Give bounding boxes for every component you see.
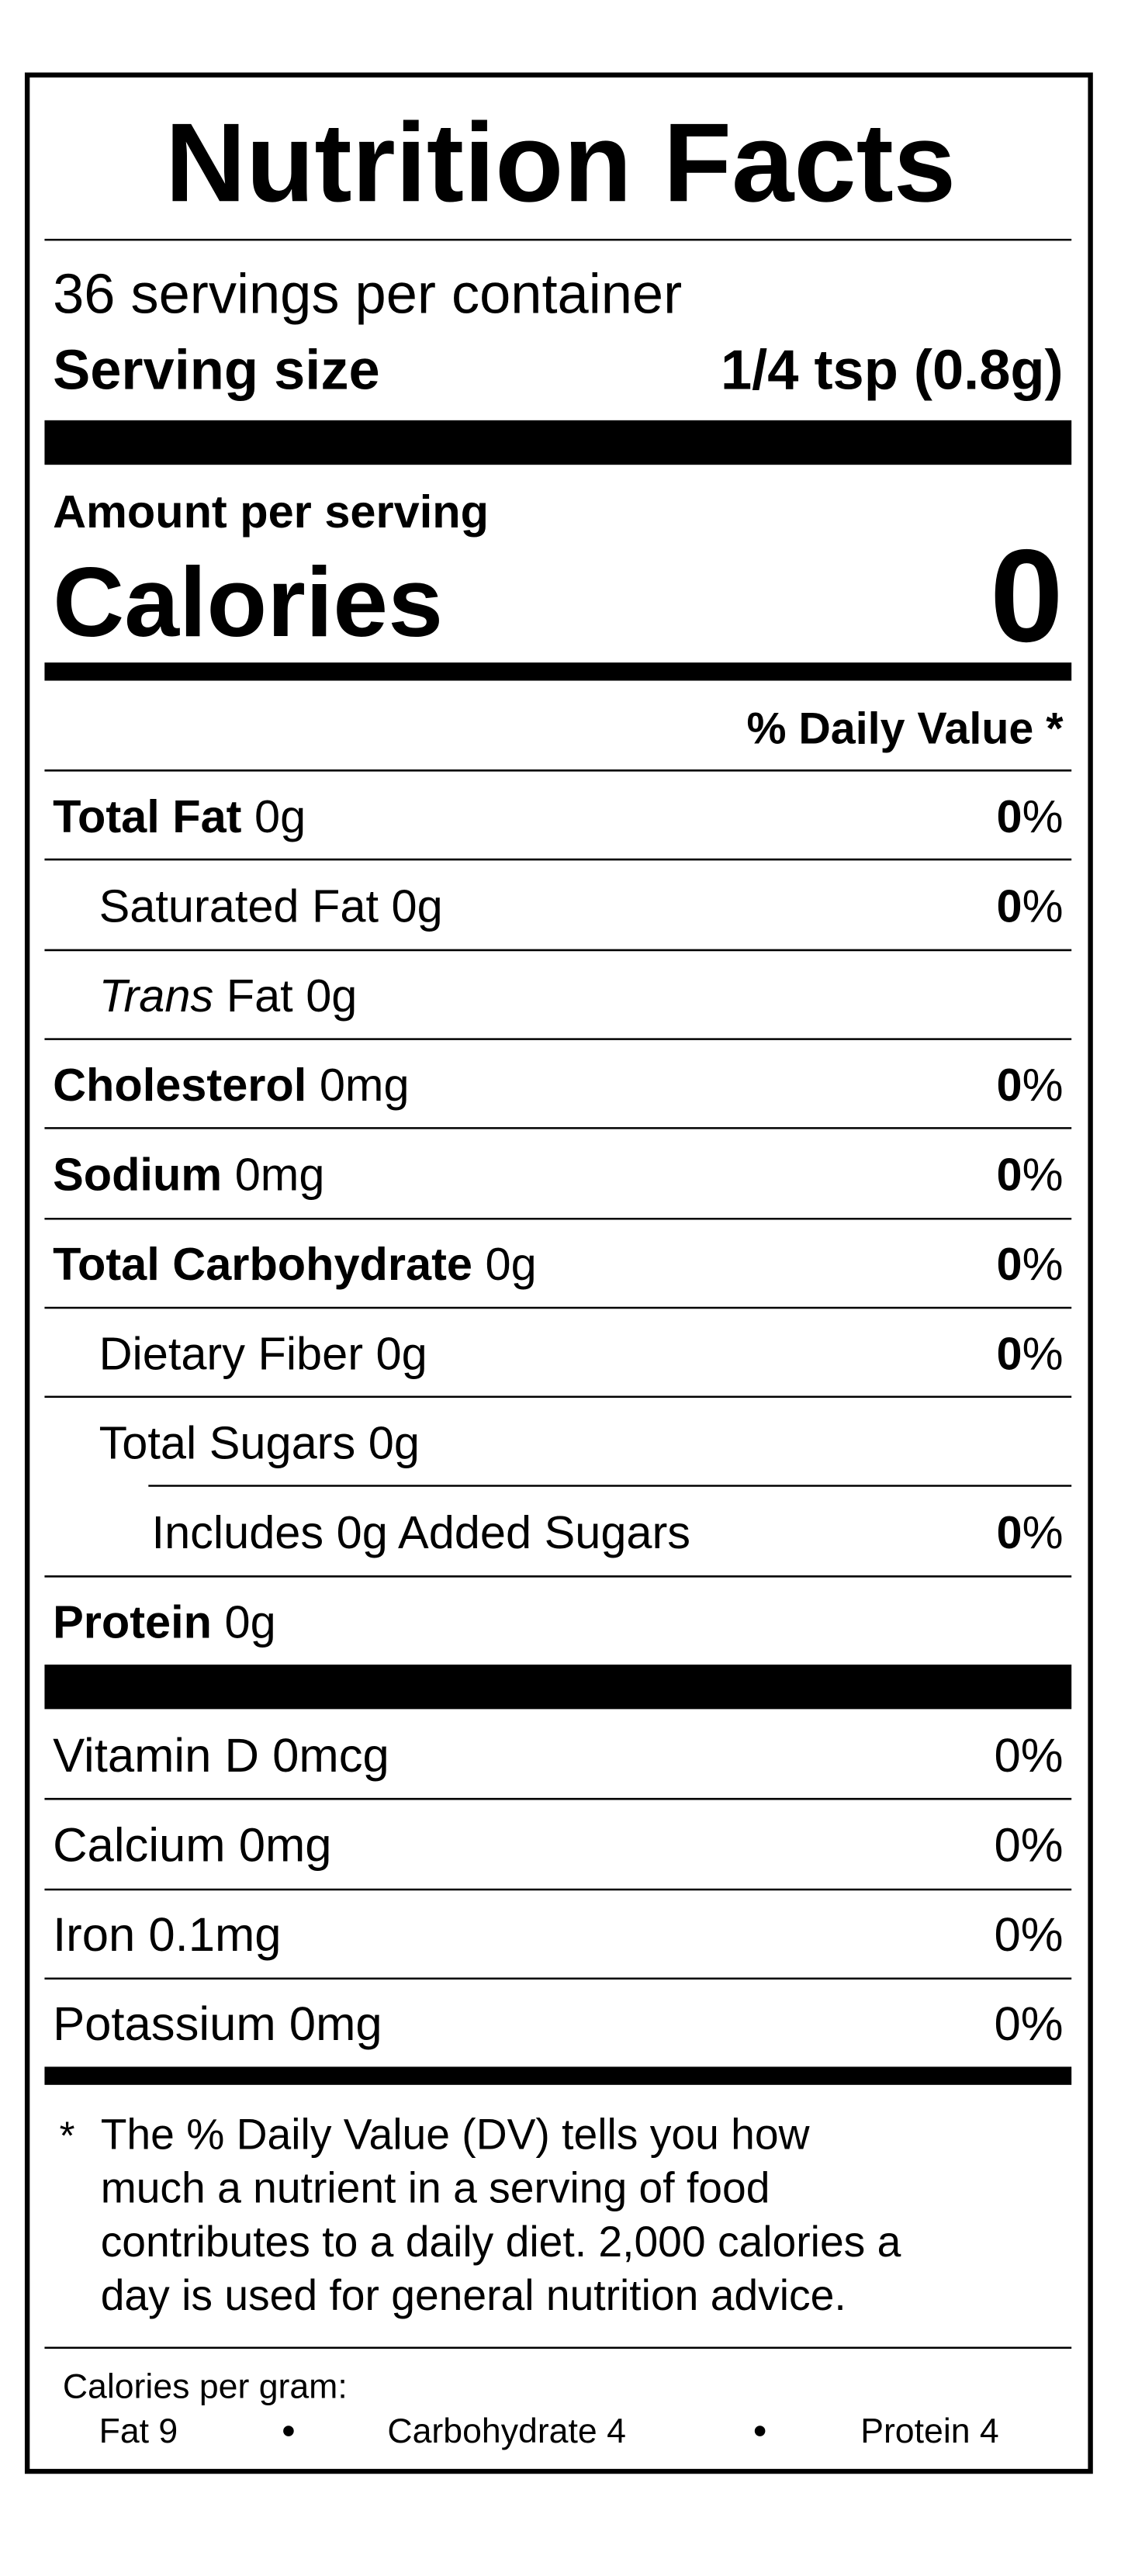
bullet — [754, 2426, 766, 2436]
nutrient-amount: 0mg — [306, 1059, 409, 1111]
nutrient-label: Sodium 0mg — [53, 1149, 324, 1201]
calories-per-gram-item: Carbohydrate 4 — [387, 2412, 625, 2450]
nutrient-amount: 0g — [472, 1238, 537, 1290]
title: Nutrition Facts — [165, 99, 956, 225]
nutrient-name: Sodium — [53, 1149, 222, 1201]
daily-value-sign: % — [1022, 1238, 1064, 1290]
thick-bar — [44, 420, 1072, 465]
daily-value-number: 0 — [997, 1238, 1022, 1290]
nutrient-name: Dietary Fiber — [99, 1327, 363, 1379]
nutrient-label: Includes 0g Added Sugars — [152, 1506, 690, 1558]
footnote-line: day is used for general nutrition advice… — [101, 2271, 846, 2319]
nutrient-amount: 0g — [379, 880, 443, 932]
nutrient-label: Trans Fat 0g — [99, 970, 358, 1022]
daily-value-sign: % — [1022, 1149, 1064, 1201]
daily-value-number: 0 — [997, 1059, 1022, 1111]
calories-per-gram-label: Calories per gram: — [63, 2368, 348, 2406]
nutrient-name: Includes 0g Added Sugars — [152, 1506, 690, 1558]
nutrient-name: Total Fat — [53, 790, 242, 842]
nutrient-amount: 0g — [293, 970, 358, 1022]
serving-size-label: Serving size — [53, 339, 380, 401]
vitamin-daily-value: 0% — [995, 1908, 1064, 1962]
daily-value: 0% — [997, 1149, 1064, 1201]
daily-value-sign: % — [1022, 790, 1064, 842]
daily-value-number: 0 — [997, 880, 1022, 932]
vitamin-label: Vitamin D 0mcg — [53, 1729, 389, 1782]
daily-value: 0% — [997, 1059, 1064, 1111]
daily-value: 0% — [997, 790, 1064, 842]
vitamin-rows: Vitamin D 0mcg 0% Calcium 0mg 0% Iron 0.1mg 0… — [44, 1729, 1072, 2051]
label-border — [24, 72, 1093, 2474]
daily-value-number: 0 — [997, 1506, 1022, 1558]
daily-value-number: 0 — [997, 790, 1022, 842]
nutrient-label: Total Sugars 0g — [99, 1417, 420, 1469]
footnote-marker: * — [60, 2114, 75, 2158]
calories-per-gram-item: Protein 4 — [860, 2412, 999, 2450]
calories-per-gram-items: Fat 9 Carbohydrate 4 Protein 4 — [99, 2412, 999, 2450]
servings: 36 servings per container — [53, 264, 682, 326]
nutrient-label: Dietary Fiber 0g — [99, 1327, 427, 1379]
amount-per-serving: Amount per serving — [53, 486, 489, 538]
thick-bar — [44, 1665, 1072, 1710]
footnote: The % Daily Value (DV) tells you how much… — [101, 2111, 901, 2319]
nutrient-name: Total Carbohydrate — [53, 1238, 472, 1290]
vitamin-label: Iron 0.1mg — [53, 1908, 282, 1962]
daily-value-sign: % — [1022, 1059, 1064, 1111]
nutrient-amount: 0g — [242, 790, 306, 842]
nutrient-name: Saturated Fat — [99, 880, 379, 932]
daily-value: 0% — [997, 1238, 1064, 1290]
calories-per-gram-item: Fat 9 — [99, 2412, 178, 2450]
calories-value: 0 — [990, 523, 1064, 670]
nutrient-amount: 0g — [363, 1327, 427, 1379]
vitamin-label: Calcium 0mg — [53, 1818, 331, 1872]
footnote-line: The % Daily Value (DV) tells you how — [101, 2111, 811, 2159]
medium-bar — [44, 662, 1072, 681]
daily-value-header: % Daily Value * — [746, 704, 1064, 753]
footnote-line: contributes to a daily diet. 2,000 calor… — [101, 2218, 901, 2266]
vitamin-label: Potassium 0mg — [53, 1997, 382, 2051]
vitamin-daily-value: 0% — [995, 1729, 1064, 1782]
nutrient-name-italic: Trans — [99, 970, 214, 1022]
daily-value: 0% — [997, 1506, 1064, 1558]
nutrient-amount: 0mg — [222, 1149, 324, 1201]
footnote-line: much a nutrient in a serving of food — [101, 2164, 770, 2212]
vitamin-daily-value: 0% — [995, 1997, 1064, 2051]
medium-bar — [44, 2066, 1072, 2085]
daily-value-number: 0 — [997, 1327, 1022, 1379]
daily-value-sign: % — [1022, 1506, 1064, 1558]
serving-size-value: 1/4 tsp (0.8g) — [721, 339, 1064, 401]
bullet — [283, 2426, 294, 2436]
nutrient-label: Total Carbohydrate 0g — [53, 1238, 537, 1290]
nutrient-label: Cholesterol 0mg — [53, 1059, 409, 1111]
nutrient-rows: Total Fat 0g 0% Saturated Fat 0g 0% Trans Fa… — [44, 790, 1072, 1648]
daily-value-sign: % — [1022, 1327, 1064, 1379]
nutrient-label: Protein 0g — [53, 1596, 276, 1648]
nutrient-name: Total Sugars — [99, 1417, 356, 1469]
daily-value: 0% — [997, 1327, 1064, 1379]
calories-label: Calories — [53, 548, 443, 658]
daily-value-sign: % — [1022, 880, 1064, 932]
nutrient-label: Total Fat 0g — [53, 790, 306, 842]
nutrient-amount: 0g — [355, 1417, 420, 1469]
nutrient-label: Saturated Fat 0g — [99, 880, 443, 932]
nutrient-amount: 0g — [212, 1596, 276, 1648]
nutrient-name: Cholesterol — [53, 1059, 306, 1111]
vitamin-daily-value: 0% — [995, 1818, 1064, 1872]
daily-value-number: 0 — [997, 1149, 1022, 1201]
nutrient-name: Fat — [213, 970, 293, 1022]
daily-value: 0% — [997, 880, 1064, 932]
nutrient-name: Protein — [53, 1596, 212, 1648]
